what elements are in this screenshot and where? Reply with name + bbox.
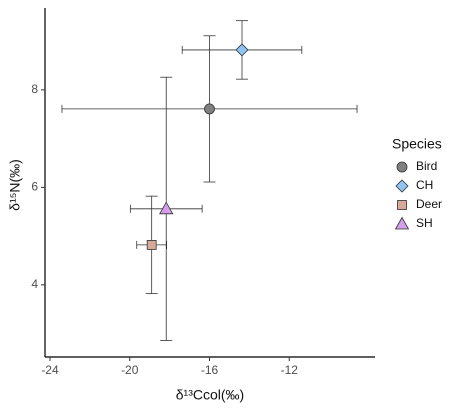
legend-label: SH — [416, 216, 433, 230]
legend-swatch — [395, 179, 409, 193]
x-tick-label: -20 — [121, 363, 139, 377]
point — [204, 103, 215, 115]
y-tick-label: 6 — [31, 180, 38, 194]
point — [235, 43, 249, 57]
legend-title: Species — [392, 136, 442, 152]
x-tick-label: -24 — [41, 363, 59, 377]
legend-swatch — [396, 161, 408, 173]
legend-label: Bird — [416, 159, 437, 173]
legend-label: CH — [416, 178, 433, 192]
x-tick-label: -12 — [281, 363, 299, 377]
legend-swatch — [394, 216, 410, 230]
x-tick-label: -16 — [201, 363, 219, 377]
point — [146, 239, 157, 250]
y-tick-label: 8 — [31, 82, 38, 96]
y-axis-label: δ¹⁵N(‰) — [7, 159, 23, 211]
point — [159, 201, 174, 215]
legend-swatch — [397, 200, 407, 210]
x-axis-label: δ¹³Ccol(‰) — [176, 387, 244, 403]
legend-label: Deer — [416, 197, 442, 211]
y-tick-label: 4 — [31, 277, 38, 291]
